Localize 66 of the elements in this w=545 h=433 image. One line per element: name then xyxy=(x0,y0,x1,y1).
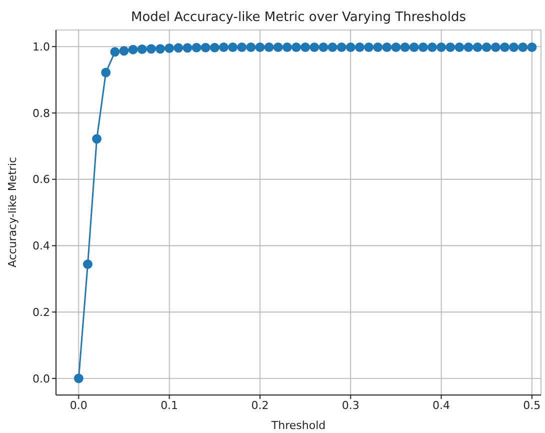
point xyxy=(310,42,320,52)
point xyxy=(255,42,265,52)
point xyxy=(137,44,147,54)
point xyxy=(82,260,92,270)
point xyxy=(336,42,346,52)
x-tick-label: 0.4 xyxy=(432,398,450,412)
y-tick-label: 0.6 xyxy=(32,173,50,186)
y-tick-label: 0.8 xyxy=(32,106,50,120)
y-axis-title: Accuracy-like Metric xyxy=(6,156,19,268)
point xyxy=(364,42,374,52)
point xyxy=(119,46,129,56)
point xyxy=(264,42,274,52)
point xyxy=(427,42,437,52)
point xyxy=(464,42,474,52)
point xyxy=(328,42,338,52)
point xyxy=(391,42,401,52)
point xyxy=(454,42,464,52)
point xyxy=(400,42,410,52)
point xyxy=(218,42,228,52)
chart-title: Model Accuracy-like Metric over Varying Thresholds xyxy=(130,10,468,25)
point xyxy=(509,42,519,52)
point xyxy=(490,42,500,52)
point xyxy=(436,42,446,52)
point xyxy=(110,47,120,57)
y-tick-label: 0.2 xyxy=(32,306,50,319)
point xyxy=(192,42,202,52)
x-tick-label: 0.2 xyxy=(251,398,269,412)
point xyxy=(354,42,364,52)
point xyxy=(382,42,392,52)
y-tick-label: 0.0 xyxy=(32,372,50,386)
x-axis-title: Threshold xyxy=(270,419,326,432)
point xyxy=(74,374,84,384)
x-tick-label: 0.0 xyxy=(70,398,88,412)
point xyxy=(182,43,192,53)
point xyxy=(500,42,510,52)
point xyxy=(318,42,328,52)
point xyxy=(92,134,102,144)
x-tick-label: 0.5 xyxy=(523,398,541,412)
x-tick-label: 0.1 xyxy=(160,398,178,412)
point xyxy=(518,42,528,52)
point xyxy=(346,42,356,52)
point xyxy=(228,42,238,52)
x-tick-label: 0.3 xyxy=(342,398,360,412)
point xyxy=(174,43,184,53)
point xyxy=(246,42,256,52)
point xyxy=(291,42,301,52)
point xyxy=(156,44,165,54)
point xyxy=(101,68,111,78)
point xyxy=(472,42,482,52)
point xyxy=(237,42,247,52)
point xyxy=(300,42,310,52)
point xyxy=(418,42,428,52)
point xyxy=(282,42,292,52)
point xyxy=(146,44,156,54)
point xyxy=(482,42,492,52)
point xyxy=(200,42,210,52)
point xyxy=(446,42,456,52)
point xyxy=(164,44,174,53)
point xyxy=(128,44,138,54)
point xyxy=(210,42,220,52)
y-tick-label: 0.4 xyxy=(32,240,50,253)
point xyxy=(273,42,283,52)
point xyxy=(527,42,537,52)
point xyxy=(409,42,419,52)
point xyxy=(373,42,383,52)
y-tick-label: 1.0 xyxy=(32,40,50,54)
